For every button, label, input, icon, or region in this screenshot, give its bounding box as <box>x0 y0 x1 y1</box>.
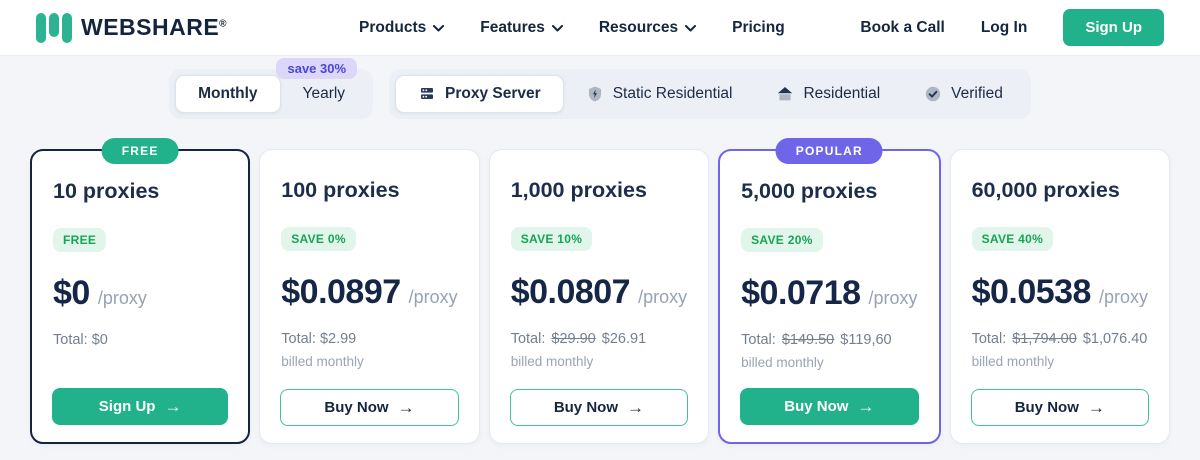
top-navbar: WEBSHARE® Products Features Resources Pr… <box>0 0 1200 56</box>
save-30-badge: save 30% <box>276 58 358 79</box>
billing-yearly-option[interactable]: Yearly <box>302 85 346 102</box>
tab-verified[interactable]: Verified <box>902 76 1025 112</box>
pricing-card-free: FREE 10 proxies FREE $0 /proxy Total: $0… <box>30 138 251 444</box>
total-line: Total: $0 <box>53 332 108 348</box>
save-badge: SAVE 10% <box>510 227 593 251</box>
header-actions: Book a Call Log In Sign Up <box>860 9 1164 46</box>
save-badge: SAVE 0% <box>281 227 356 251</box>
total-line: Total: $149.50 $119,60 <box>741 332 892 348</box>
main-nav: Products Features Resources Pricing <box>359 19 785 37</box>
price-per-proxy: $0.0538 <box>971 273 1092 311</box>
total-line: Total: $2.99 <box>281 331 357 347</box>
sign-up-card-button[interactable]: Sign Up → <box>52 388 229 425</box>
sign-up-button[interactable]: Sign Up <box>1063 9 1164 46</box>
save-badge: FREE <box>53 228 107 252</box>
card-title: 100 proxies <box>281 178 400 202</box>
arrow-right-icon: → <box>857 396 875 416</box>
arrow-right-icon: → <box>1087 397 1105 417</box>
card-title: 10 proxies <box>53 179 160 203</box>
arrow-right-icon: → <box>164 396 182 416</box>
price-row: $0.0807 /proxy <box>511 273 687 312</box>
nav-features[interactable]: Features <box>480 19 563 37</box>
house-icon <box>778 87 793 101</box>
pricing-card-60000: 60,000 proxies SAVE 40% $0.0538 /proxy T… <box>949 149 1170 444</box>
billing-cycle-note: billed monthly <box>741 355 824 370</box>
pricing-card-100: 100 proxies SAVE 0% $0.0897 /proxy Total… <box>259 149 480 444</box>
price-per-proxy: $0.0897 <box>281 273 401 311</box>
billing-cycle-note: billed monthly <box>971 354 1055 369</box>
pricing-filters: save 30% Monthly Yearly Proxy Server Sta… <box>0 58 1200 119</box>
tab-residential[interactable]: Residential <box>754 76 902 112</box>
tab-proxy-server[interactable]: Proxy Server <box>395 75 564 113</box>
price-row: $0.0718 /proxy <box>741 274 917 313</box>
total-line: Total: $29.90 $26.91 <box>510 331 647 347</box>
tab-static-residential[interactable]: Static Residential <box>564 76 755 112</box>
price-per-proxy: $0.0807 <box>510 273 631 311</box>
arrow-right-icon: → <box>397 397 415 417</box>
price-row: $0 /proxy <box>53 274 227 313</box>
buy-now-button[interactable]: Buy Now → <box>509 389 689 426</box>
buy-now-button[interactable]: Buy Now → <box>280 389 459 426</box>
arrow-right-icon: → <box>626 397 644 417</box>
pricing-card-1000: 1,000 proxies SAVE 10% $0.0807 /proxy To… <box>488 149 710 444</box>
save-badge: SAVE 40% <box>971 227 1054 251</box>
billing-cycle-note: billed monthly <box>510 354 594 369</box>
price-unit: /proxy <box>638 287 688 307</box>
popular-ribbon: POPULAR <box>775 138 883 164</box>
free-ribbon: FREE <box>101 138 179 164</box>
card-title: 60,000 proxies <box>971 178 1120 202</box>
billing-monthly-option[interactable]: Monthly <box>175 75 281 113</box>
total-price: $119,60 <box>840 332 892 348</box>
buy-now-button[interactable]: Buy Now → <box>970 389 1149 426</box>
book-a-call-link[interactable]: Book a Call <box>860 18 945 36</box>
price-row: $0.0538 /proxy <box>972 273 1148 312</box>
log-in-link[interactable]: Log In <box>980 18 1028 36</box>
total-line: Total: $1,794.00 $1,076.40 <box>971 331 1148 347</box>
nav-resources[interactable]: Resources <box>599 19 697 37</box>
total-price: $2.99 <box>319 331 357 347</box>
total-price: $26.91 <box>601 331 647 347</box>
pricing-card-5000-popular: POPULAR 5,000 proxies SAVE 20% $0.0718 /… <box>718 138 941 444</box>
price-per-proxy: $0.0718 <box>741 274 861 312</box>
price-unit: /proxy <box>868 288 918 308</box>
price-row: $0.0897 /proxy <box>281 273 457 312</box>
nav-products[interactable]: Products <box>359 19 445 37</box>
server-icon <box>421 88 434 99</box>
chevron-down-icon <box>433 25 445 32</box>
card-title: 1,000 proxies <box>510 178 647 202</box>
pricing-cards: FREE 10 proxies FREE $0 /proxy Total: $0… <box>0 138 1200 444</box>
total-old-price: $149.50 <box>781 332 835 348</box>
total-old-price: $29.90 <box>551 331 596 347</box>
buy-now-button[interactable]: Buy Now → <box>740 388 919 425</box>
total-old-price: $1,794.00 <box>1012 331 1077 347</box>
price-unit: /proxy <box>408 287 458 307</box>
chevron-down-icon <box>685 25 697 32</box>
billing-toggle: save 30% Monthly Yearly <box>169 58 374 119</box>
nav-pricing[interactable]: Pricing <box>732 18 785 36</box>
shield-bolt-icon <box>588 86 601 102</box>
proxy-type-tabs: Proxy Server Static Residential Resident… <box>389 69 1031 119</box>
billing-cycle-note: billed monthly <box>281 354 364 369</box>
total-price: $1,076.40 <box>1082 331 1148 347</box>
save-badge: SAVE 20% <box>741 228 823 252</box>
chevron-down-icon <box>551 25 563 32</box>
total-price: $0 <box>91 332 108 348</box>
brand-name: WEBSHARE® <box>81 14 228 40</box>
card-title: 5,000 proxies <box>741 179 878 203</box>
price-per-proxy: $0 <box>53 274 90 312</box>
verified-check-icon <box>925 86 941 102</box>
webshare-logo-icon <box>36 12 72 43</box>
webshare-logo[interactable]: WEBSHARE® <box>36 12 228 43</box>
price-unit: /proxy <box>97 288 147 308</box>
price-unit: /proxy <box>1098 287 1148 307</box>
